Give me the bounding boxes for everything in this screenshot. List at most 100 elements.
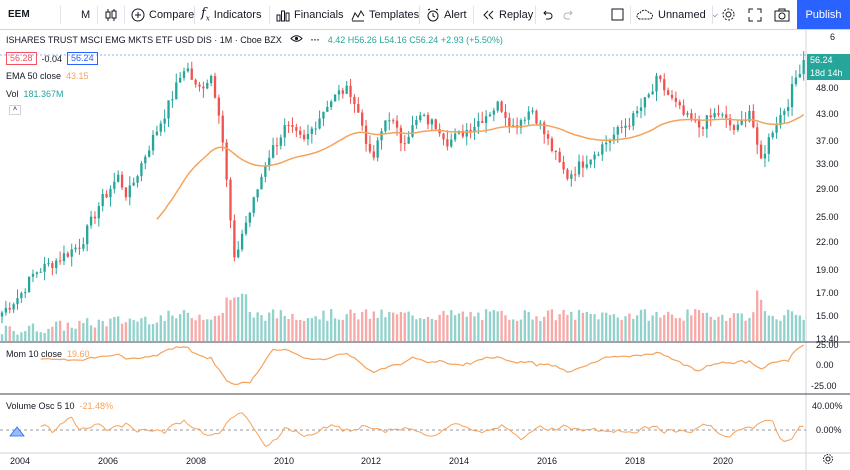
candle-body bbox=[434, 119, 437, 130]
candle-body bbox=[326, 107, 329, 112]
interval-button[interactable]: M bbox=[81, 0, 90, 29]
candle-body bbox=[624, 125, 627, 128]
collapse-legend-button[interactable]: ˄ bbox=[9, 105, 21, 115]
candle-body bbox=[543, 122, 546, 135]
top-toolbar: EEM M Compare fx Indicators Financials T… bbox=[0, 0, 850, 30]
time-axis-settings-button[interactable] bbox=[822, 452, 834, 470]
candle-body bbox=[407, 136, 410, 144]
undo-button[interactable] bbox=[541, 0, 553, 29]
candle-body bbox=[283, 124, 286, 138]
volume-bar bbox=[167, 310, 170, 341]
candle-body bbox=[260, 176, 263, 190]
alert-button[interactable]: Alert bbox=[426, 0, 467, 29]
sell-button[interactable]: 56.28 bbox=[6, 52, 37, 65]
candle-body bbox=[570, 174, 573, 179]
candle-body bbox=[694, 119, 697, 121]
fullscreen-button[interactable] bbox=[748, 0, 762, 29]
volume-bar bbox=[225, 297, 228, 341]
volume-bar bbox=[268, 312, 271, 341]
fullscreen-select-button[interactable] bbox=[611, 0, 624, 29]
more-icon[interactable]: ··· bbox=[310, 34, 320, 45]
candle-body bbox=[372, 151, 375, 158]
time-tick: 2008 bbox=[186, 456, 207, 466]
candle-body bbox=[279, 137, 283, 146]
templates-button[interactable]: Templates bbox=[351, 0, 419, 29]
volume-bar bbox=[543, 316, 546, 341]
volume-bar bbox=[581, 312, 585, 341]
volume-bar bbox=[705, 312, 709, 341]
volume-bar bbox=[326, 320, 329, 341]
volume-bar bbox=[368, 318, 372, 341]
plus-circle-icon bbox=[131, 8, 145, 22]
vosc-tick: 40.00% bbox=[812, 401, 843, 411]
symbol-search[interactable]: EEM bbox=[8, 0, 30, 29]
candle-body bbox=[384, 120, 387, 132]
replay-button[interactable]: Replay bbox=[481, 0, 533, 29]
volume-bar bbox=[217, 315, 221, 341]
compare-button[interactable]: Compare bbox=[131, 0, 194, 29]
cloud-marker-icon[interactable] bbox=[9, 425, 25, 443]
symbol-title: ISHARES TRUST MSCI EMG MKTS ETF USD DIS … bbox=[6, 34, 282, 45]
volume-bar bbox=[0, 334, 4, 341]
volume-bar bbox=[659, 317, 662, 341]
volume-bar bbox=[593, 314, 596, 341]
price-tick: 17.00 bbox=[816, 288, 839, 298]
countdown-tag: 18d 14h bbox=[807, 67, 850, 80]
volume-osc-line bbox=[40, 412, 804, 447]
volume-bar bbox=[697, 310, 701, 341]
candle-body bbox=[461, 130, 465, 137]
volume-bar bbox=[628, 313, 631, 341]
candle-body bbox=[244, 222, 248, 234]
volume-bar bbox=[477, 312, 480, 341]
volume-bar bbox=[391, 312, 395, 341]
volume-bar bbox=[767, 315, 770, 341]
candle-body bbox=[709, 115, 712, 118]
momentum-line bbox=[40, 344, 805, 386]
last-price-tag: 56.24 bbox=[807, 54, 850, 67]
candle-body bbox=[132, 182, 135, 186]
candle-body bbox=[419, 115, 422, 121]
trade-buttons: 56.28 -0.04 56.24 bbox=[6, 52, 98, 65]
candle-body bbox=[465, 129, 468, 137]
symbol-legend: ISHARES TRUST MSCI EMG MKTS ETF USD DIS … bbox=[6, 34, 503, 45]
volume-bar bbox=[527, 311, 530, 341]
volume-bar bbox=[178, 314, 182, 341]
time-tick: 2014 bbox=[449, 456, 470, 466]
layout-menu[interactable]: Unnamed ⌵ bbox=[636, 0, 718, 29]
candle-body bbox=[271, 145, 275, 158]
chart-type-button[interactable] bbox=[104, 0, 118, 29]
candle-body bbox=[682, 105, 685, 115]
candle-body bbox=[612, 134, 616, 141]
candle-body bbox=[117, 174, 120, 182]
indicators-button[interactable]: fx Indicators bbox=[201, 0, 261, 29]
volume-bar bbox=[574, 319, 577, 341]
price-chart[interactable] bbox=[0, 30, 850, 470]
candle-body bbox=[178, 77, 182, 83]
gear-icon bbox=[822, 452, 834, 469]
vosc-tick: 0.00% bbox=[816, 425, 842, 435]
volume-bar bbox=[787, 309, 790, 341]
redo-button[interactable] bbox=[563, 0, 575, 29]
candle-body bbox=[295, 127, 298, 131]
volume-bar bbox=[144, 316, 147, 341]
candle-body bbox=[496, 101, 499, 111]
candle-body bbox=[391, 120, 395, 122]
candle-body bbox=[345, 85, 348, 94]
publish-button[interactable]: Publish bbox=[797, 0, 850, 29]
snapshot-button[interactable] bbox=[774, 0, 790, 29]
candle-body bbox=[504, 111, 507, 118]
candle-body bbox=[783, 110, 786, 115]
candle-body bbox=[639, 107, 643, 111]
candle-body bbox=[616, 126, 619, 135]
momentum-legend: Mom 10 close 19.60 bbox=[6, 349, 90, 359]
candle-body bbox=[655, 75, 658, 92]
volume-bar bbox=[570, 311, 573, 341]
eye-icon[interactable] bbox=[290, 34, 303, 45]
candle-body bbox=[163, 118, 166, 124]
volume-bar bbox=[372, 311, 375, 341]
function-icon: fx bbox=[201, 6, 210, 23]
buy-button[interactable]: 56.24 bbox=[67, 52, 98, 65]
rewind-icon bbox=[481, 8, 495, 22]
financials-button[interactable]: Financials bbox=[276, 0, 344, 29]
settings-button[interactable] bbox=[721, 0, 736, 29]
